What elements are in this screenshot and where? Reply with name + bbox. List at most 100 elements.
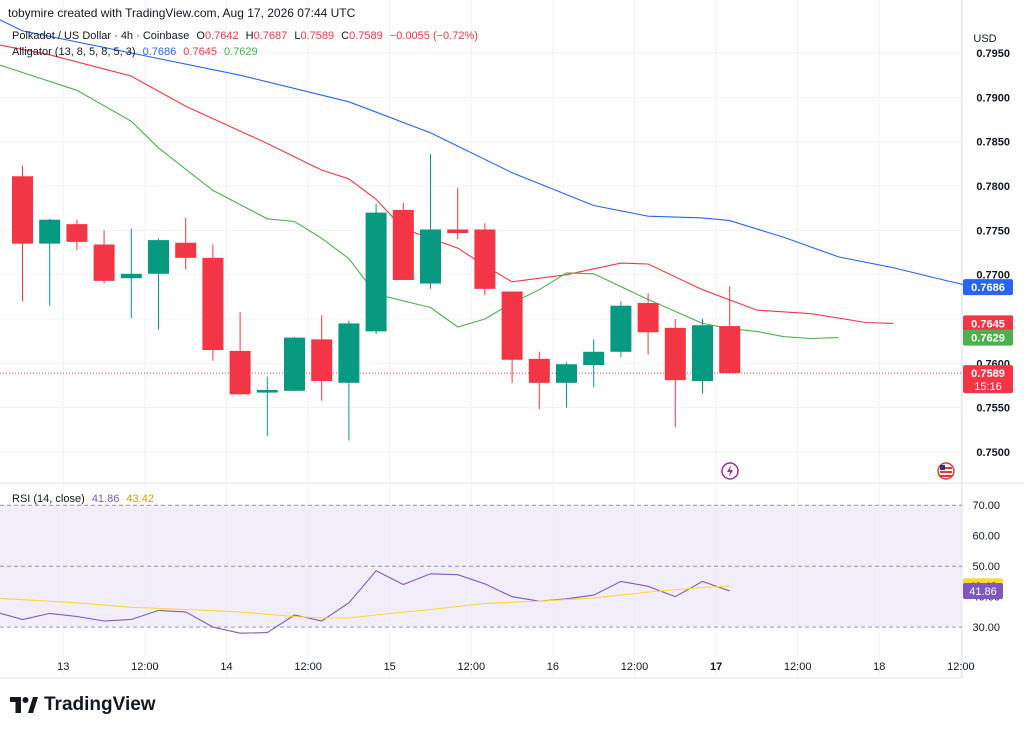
price-tick-label: 0.7550 xyxy=(976,403,1010,415)
candle-up xyxy=(256,389,278,393)
alligator-lines xyxy=(0,19,975,374)
candle-up xyxy=(420,229,441,284)
price-axis[interactable]: 0.79500.79000.78500.78000.77500.77000.76… xyxy=(963,33,1013,634)
candle-down xyxy=(664,327,686,381)
price-tick-label: 0.7900 xyxy=(976,92,1010,104)
candle-up xyxy=(365,212,387,332)
lightning-icon-bolt xyxy=(727,465,733,477)
time-axis[interactable]: 13 12:00 14 12:00 15 12:00 16 12:00 17 12:00 18 12:… xyxy=(57,661,974,673)
price-label-box xyxy=(963,365,1013,394)
alligator-lips-value: 0.7629 xyxy=(224,46,258,58)
rsi-legend[interactable]: RSI (14, close) 41.86 43.42 xyxy=(12,493,158,505)
price-label-box xyxy=(963,279,1013,296)
candle-up xyxy=(556,364,577,383)
candle-down xyxy=(12,176,33,244)
time-tick-label: 12:00 xyxy=(294,661,322,673)
tradingview-logo-icon xyxy=(10,697,38,713)
price-tick-label: 0.7750 xyxy=(976,225,1010,237)
price-label-text: 0.7645 xyxy=(971,318,1005,330)
ohlc-open: O0.7642 xyxy=(196,30,239,42)
time-tick-label: 17 xyxy=(710,661,722,673)
price-tick-label: 0.7800 xyxy=(976,181,1010,193)
rsi-label: RSI (14, close) xyxy=(12,493,85,505)
us-flag-stripe xyxy=(940,471,952,473)
time-tick-label: 12:00 xyxy=(784,661,812,673)
candle-down xyxy=(202,257,224,351)
alligator-label: Alligator (13, 8, 5, 8, 5, 3) xyxy=(12,46,136,58)
us-flag-stripe xyxy=(940,467,952,469)
rsi-value: 41.86 xyxy=(91,493,120,505)
alligator-jaw-line xyxy=(0,19,975,288)
candle-down xyxy=(93,244,115,281)
candle-up xyxy=(284,337,305,391)
alligator-teeth-line xyxy=(0,44,893,324)
candle-down xyxy=(637,303,659,333)
rsi-tick-label: 70.00 xyxy=(972,500,1000,512)
tradingview-logo[interactable]: TradingView xyxy=(10,694,156,716)
chart-icons xyxy=(721,462,955,480)
candle-up xyxy=(692,325,713,382)
rsi-band-fill xyxy=(0,505,962,628)
candle-up xyxy=(120,273,142,279)
price-tick-label: 0.7700 xyxy=(976,270,1010,282)
candle-down xyxy=(66,224,88,242)
candle-up xyxy=(338,323,360,383)
time-tick-label: 13 xyxy=(57,661,69,673)
rsi-ma-value: 43.42 xyxy=(126,493,154,505)
price-label-text: 0.7589 xyxy=(971,368,1005,380)
price-tick-label: 0.7950 xyxy=(976,48,1010,60)
time-tick-label: 14 xyxy=(220,661,232,673)
price-change: −0.0055 (−0.72%) xyxy=(389,30,478,42)
price-label-box xyxy=(963,329,1013,346)
price-tick-label: 0.7500 xyxy=(976,447,1010,459)
currency-label: USD xyxy=(973,33,996,45)
rsi-tick-label: 50.00 xyxy=(972,561,1000,573)
candle-down xyxy=(447,229,469,233)
alligator-teeth-value: 0.7645 xyxy=(183,46,217,58)
candles xyxy=(12,154,741,441)
alligator-jaw-value: 0.7686 xyxy=(142,46,177,58)
price-label-text: 0.7686 xyxy=(971,282,1005,294)
ohlc-close: C0.7589 xyxy=(341,30,383,42)
symbol-legend[interactable]: Polkadot / US Dollar · 4h · Coinbase O0.… xyxy=(12,30,482,42)
rsi-label-text: 41.86 xyxy=(969,586,997,598)
candle-up xyxy=(39,219,61,244)
candle-down xyxy=(528,358,550,383)
candle-down xyxy=(175,242,197,258)
candle-up xyxy=(148,240,169,274)
time-tick-label: 15 xyxy=(384,661,396,673)
candle-down xyxy=(474,229,496,289)
rsi-series-line xyxy=(0,570,730,634)
time-tick-label: 18 xyxy=(873,661,885,673)
rsi-label-box xyxy=(963,582,1003,599)
rsi-lines xyxy=(0,570,730,634)
candle-down xyxy=(392,209,414,280)
rsi-series-line xyxy=(0,585,730,619)
candle-down xyxy=(501,291,523,360)
alligator-legend[interactable]: Alligator (13, 8, 5, 8, 5, 3) 0.7686 0.7… xyxy=(12,46,262,58)
candle-down xyxy=(229,350,251,395)
rsi-tick-label: 60.00 xyxy=(972,531,1000,543)
us-flag-canton xyxy=(940,465,945,470)
created-by-header: tobymire created with TradingView.com, A… xyxy=(8,6,356,20)
time-tick-label: 16 xyxy=(547,661,559,673)
time-tick-label: 12:00 xyxy=(621,661,649,673)
ohlc-low: L0.7589 xyxy=(294,30,335,42)
candle-down xyxy=(719,326,741,374)
candle-up xyxy=(610,305,632,352)
time-tick-label: 12:00 xyxy=(947,661,975,673)
countdown-label: 15:16 xyxy=(974,381,1002,393)
rsi-band xyxy=(0,504,962,628)
us-flag-stripe xyxy=(940,475,952,477)
candle-up xyxy=(583,351,605,366)
symbol-title: Polkadot / US Dollar · 4h · Coinbase xyxy=(12,30,190,42)
time-tick-label: 12:00 xyxy=(131,661,159,673)
price-label-box xyxy=(963,315,1013,332)
alligator-lips-line xyxy=(0,64,839,340)
time-tick-label: 12:00 xyxy=(458,661,486,673)
price-tick-label: 0.7850 xyxy=(976,137,1010,149)
tradingview-logo-text: TradingView xyxy=(44,694,156,715)
ohlc-high: H0.7687 xyxy=(245,30,288,42)
candle-down xyxy=(311,339,333,382)
